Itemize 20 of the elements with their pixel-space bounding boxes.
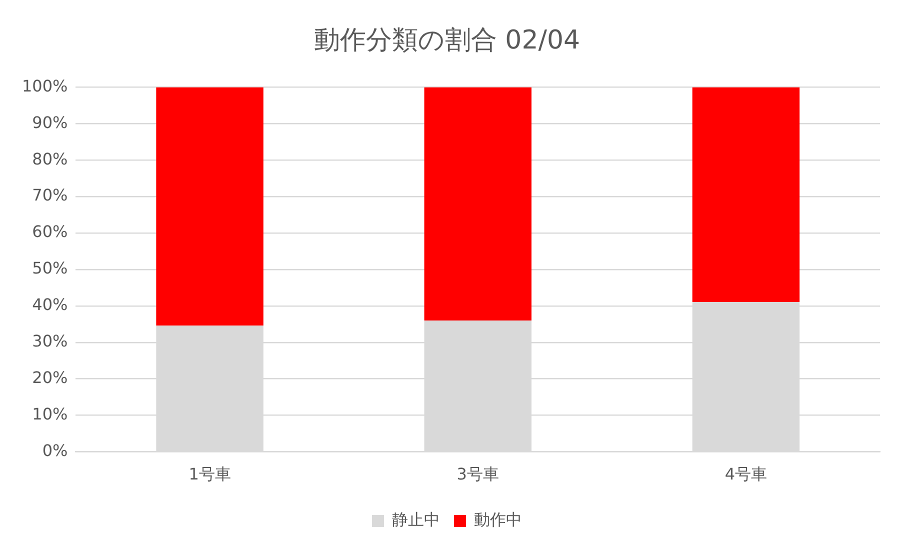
x-tick-label: 1号車 <box>188 464 231 484</box>
x-tick-label: 3号車 <box>456 464 499 484</box>
bar <box>424 87 532 321</box>
legend-label: 静止中 <box>392 510 440 530</box>
y-tick-label: 70% <box>32 186 68 205</box>
y-tick-label: 0% <box>42 440 68 460</box>
bar <box>156 87 264 326</box>
y-tick-label: 50% <box>32 258 68 278</box>
y-tick-label: 60% <box>32 222 68 242</box>
y-tick-label: 100% <box>22 76 68 96</box>
y-tick-label: 10% <box>32 404 68 424</box>
y-tick-label: 80% <box>32 149 68 168</box>
y-tick-label: 20% <box>32 368 68 388</box>
chart-title: 動作分類の割合 02/04 <box>314 25 580 56</box>
y-tick-label: 30% <box>32 332 68 351</box>
bar <box>692 87 800 302</box>
x-tick-label: 4号車 <box>724 464 768 484</box>
legend-label: 動作中 <box>474 510 522 530</box>
y-tick-label: 40% <box>32 295 68 314</box>
y-tick-label: 90% <box>32 112 68 132</box>
